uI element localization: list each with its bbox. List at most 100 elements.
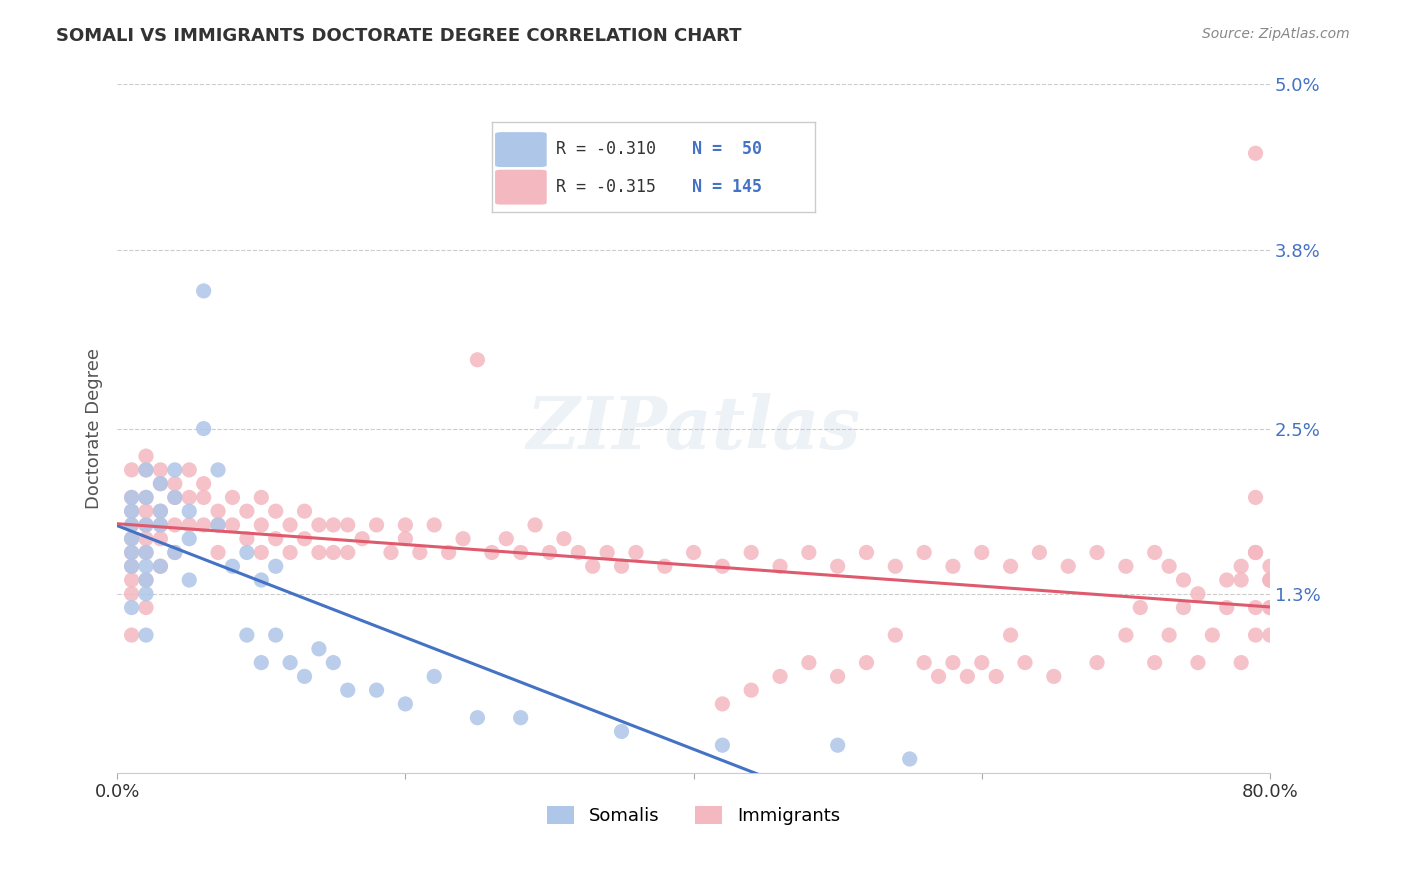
Point [1043,669,1066,683]
Point [135,504,157,518]
Point [409,545,432,559]
Point [1215,573,1237,587]
Text: Source: ZipAtlas.com: Source: ZipAtlas.com [1202,27,1350,41]
Point [121,559,143,574]
Point [797,545,820,559]
Point [149,504,172,518]
Point [294,669,316,683]
Point [1173,573,1195,587]
Point [135,463,157,477]
Point [149,559,172,574]
Point [711,697,734,711]
Point [423,518,446,533]
Point [582,559,605,574]
Point [1143,656,1166,670]
Point [121,518,143,533]
Point [236,545,259,559]
Point [193,491,215,505]
Point [135,449,157,463]
Point [193,476,215,491]
Point [827,559,849,574]
Point [509,711,531,725]
Point [135,463,157,477]
Point [1258,628,1281,642]
Point [236,628,259,642]
Point [121,532,143,546]
Point [250,573,273,587]
Point [322,656,344,670]
Point [121,573,143,587]
Point [121,504,143,518]
Point [322,545,344,559]
Point [207,545,229,559]
Point [495,532,517,546]
Point [942,656,965,670]
Point [769,669,792,683]
Point [135,573,157,587]
Point [1215,600,1237,615]
Point [1258,573,1281,587]
Point [769,559,792,574]
Point [135,600,157,615]
Point [236,532,259,546]
Point [336,683,359,698]
Point [1173,600,1195,615]
Point [250,518,273,533]
Point [553,532,575,546]
Point [278,518,301,533]
Point [1258,600,1281,615]
Point [682,545,704,559]
Point [711,559,734,574]
Point [135,491,157,505]
Point [193,284,215,298]
Point [394,532,416,546]
Point [121,491,143,505]
Point [149,463,172,477]
Point [163,491,186,505]
Point [1057,559,1080,574]
Point [394,518,416,533]
Point [884,559,907,574]
Point [624,545,647,559]
Point [121,532,143,546]
Point [366,518,388,533]
Point [135,573,157,587]
Point [121,600,143,615]
Point [654,559,676,574]
Point [135,532,157,546]
Point [250,656,273,670]
Legend: Somalis, Immigrants: Somalis, Immigrants [540,798,848,832]
Point [352,532,374,546]
Point [740,683,762,698]
Point [163,491,186,505]
Point [437,545,460,559]
Point [827,669,849,683]
Point [451,532,474,546]
Point [467,352,489,367]
Point [135,518,157,533]
Point [221,491,243,505]
Point [928,669,950,683]
Point [308,545,330,559]
Point [135,628,157,642]
Point [740,545,762,559]
Point [149,504,172,518]
Point [179,532,201,546]
Y-axis label: Doctorate Degree: Doctorate Degree [86,348,103,509]
Point [797,656,820,670]
Point [912,545,935,559]
Point [1000,559,1022,574]
Point [149,532,172,546]
Point [1159,628,1181,642]
Point [121,518,143,533]
Point [366,683,388,698]
Point [179,463,201,477]
Point [855,545,877,559]
Point [336,518,359,533]
Point [1115,628,1137,642]
Point [278,545,301,559]
Point [121,545,143,559]
Point [1187,587,1209,601]
Point [1000,628,1022,642]
Point [481,545,503,559]
